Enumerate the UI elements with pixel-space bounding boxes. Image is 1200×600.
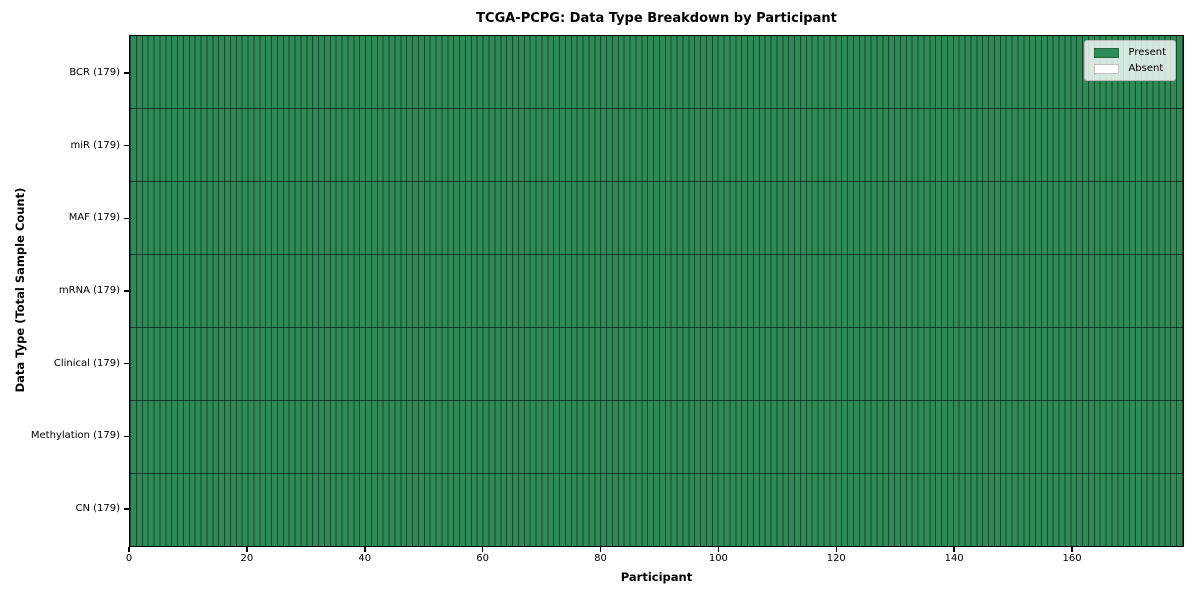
legend-item-present: Present [1094,47,1166,58]
xtick-label-80: 80 [594,553,607,564]
heatmap-row-methylation [130,400,1183,473]
ytick-label-clinical: Clinical (179) [53,357,120,369]
chart-title: TCGA-PCPG: Data Type Breakdown by Partic… [476,11,837,26]
xtick-label-20: 20 [240,553,254,564]
xtick-mark [1071,547,1073,552]
ytick-label-mir: miR (179) [70,139,120,151]
heatmap-row-cn [130,473,1183,546]
heatmap-row-maf [130,181,1183,254]
ytick-mark [124,144,129,147]
xtick-label-40: 40 [358,553,372,564]
ytick-label-cn: CN (179) [75,503,120,515]
xtick-mark [717,547,720,552]
heatmap-rows [130,36,1183,546]
xtick-mark [835,547,837,552]
ytick-label-mrna: mRNA (179) [58,285,120,296]
ytick-mark [124,290,129,292]
heatmap-row-bcr [130,36,1183,108]
legend-label-present: Present [1128,47,1166,58]
heatmap-row-clinical [130,327,1183,400]
plot-area: Present Absent [129,35,1184,547]
ytick-label-maf: MAF (179) [68,212,120,224]
xtick-label-120: 120 [826,553,846,564]
legend: Present Absent [1084,40,1176,81]
ytick-mark [124,217,129,220]
legend-swatch-absent [1094,63,1120,74]
xtick-label-0: 0 [125,553,133,564]
legend-swatch-present [1094,47,1120,58]
xtick-label-100: 100 [708,553,728,564]
legend-label-absent: Absent [1128,63,1164,74]
x-axis-label: Participant [620,570,693,584]
ytick-mark [124,362,129,365]
ytick-label-methylation: Methylation (179) [30,430,120,442]
ytick-mark [124,508,129,510]
xtick-mark [599,547,602,552]
legend-item-absent: Absent [1094,63,1166,74]
heatmap-row-mir [130,108,1183,181]
ytick-mark [124,435,129,438]
xtick-mark [481,547,484,552]
xtick-label-60: 60 [476,553,489,564]
xtick-mark [246,547,248,552]
xtick-label-160: 160 [1062,553,1082,564]
ytick-label-bcr: BCR (179) [69,66,120,78]
xtick-mark [364,547,366,552]
xtick-mark [128,547,130,552]
xtick-mark [953,547,955,552]
heatmap-row-mrna [130,254,1183,327]
xtick-label-140: 140 [944,553,964,564]
ytick-mark [124,72,129,74]
